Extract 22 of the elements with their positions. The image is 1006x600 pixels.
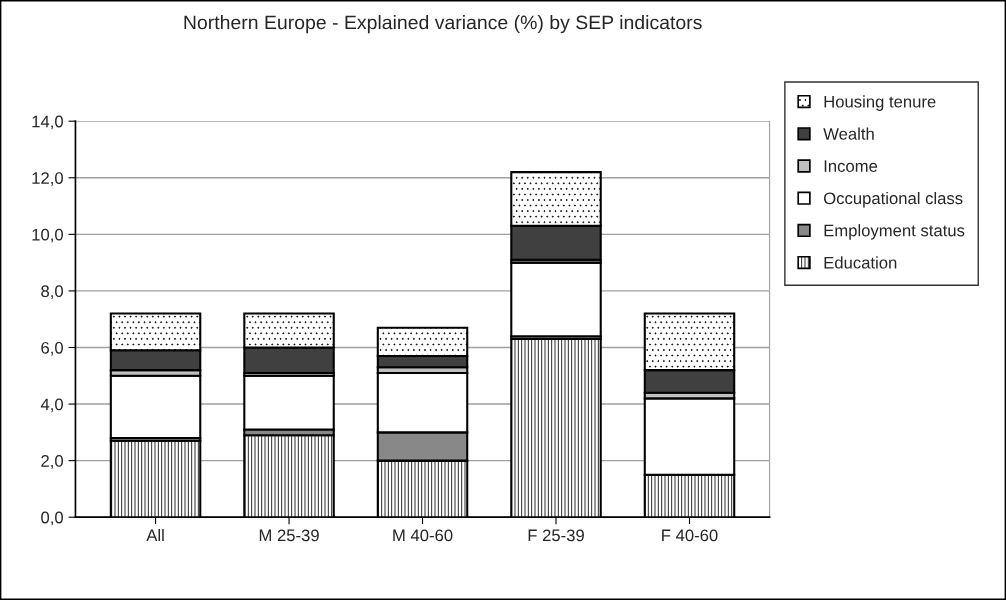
legend-label: Wealth xyxy=(823,127,874,140)
y-tick-label: 6,0 xyxy=(41,341,63,356)
x-tick-label: F 25-39 xyxy=(528,529,584,542)
x-tick-label: M 40-60 xyxy=(393,529,453,542)
x-tick-label: F 40-60 xyxy=(662,529,718,542)
legend-label: Occupational class xyxy=(823,191,963,208)
x-tick-label: All xyxy=(146,529,164,542)
bar xyxy=(510,261,602,338)
y-tick-label: 10,0 xyxy=(32,228,63,243)
legend-label: Education xyxy=(824,256,897,269)
legend-label: Income xyxy=(824,160,878,172)
y-tick-label: 4,0 xyxy=(40,398,63,413)
legend-label: Employment status xyxy=(824,224,965,240)
y-tick-label: 0,0 xyxy=(41,511,63,526)
y-tick-label: 14,0 xyxy=(32,115,63,130)
legend-label: Housing tenure xyxy=(824,95,936,111)
y-tick-label: 2,0 xyxy=(41,455,63,469)
chart-title: Northern Europe - Explained variance (%) by SEP indicators xyxy=(184,15,702,34)
x-tick-label: M 25-39 xyxy=(259,529,319,542)
y-tick-label: 12,0 xyxy=(32,172,63,186)
y-tick-label: 8,0 xyxy=(41,285,63,300)
bar xyxy=(109,374,202,440)
